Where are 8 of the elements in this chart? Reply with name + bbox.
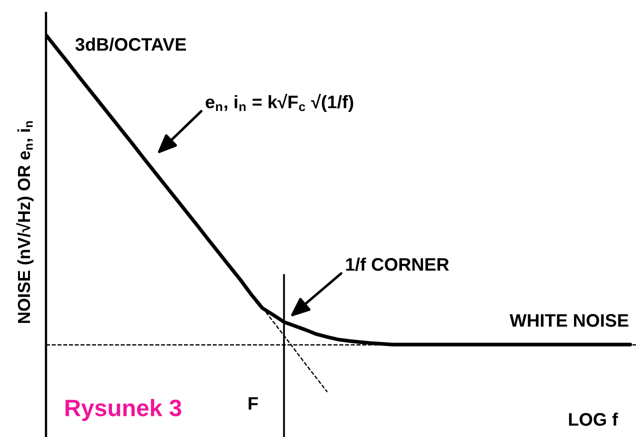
x-axis-title: LOG f bbox=[569, 412, 618, 426]
annotation: 1/f CORNER bbox=[346, 258, 449, 272]
text: F bbox=[248, 397, 258, 410]
y-axis-title: NOISE (nV/√Hz) OR e$_{n}$, i$_{n}$ bbox=[16, 121, 34, 323]
annotation: 3dB/OCTAVE bbox=[75, 38, 186, 52]
annotation: WHITE NOISE bbox=[510, 314, 628, 327]
text: Rysunek 3 bbox=[66, 398, 182, 422]
annotation: e$_{n}$, i$_{n}$ = k√F$_{c}$ √(1/f) bbox=[206, 94, 354, 112]
